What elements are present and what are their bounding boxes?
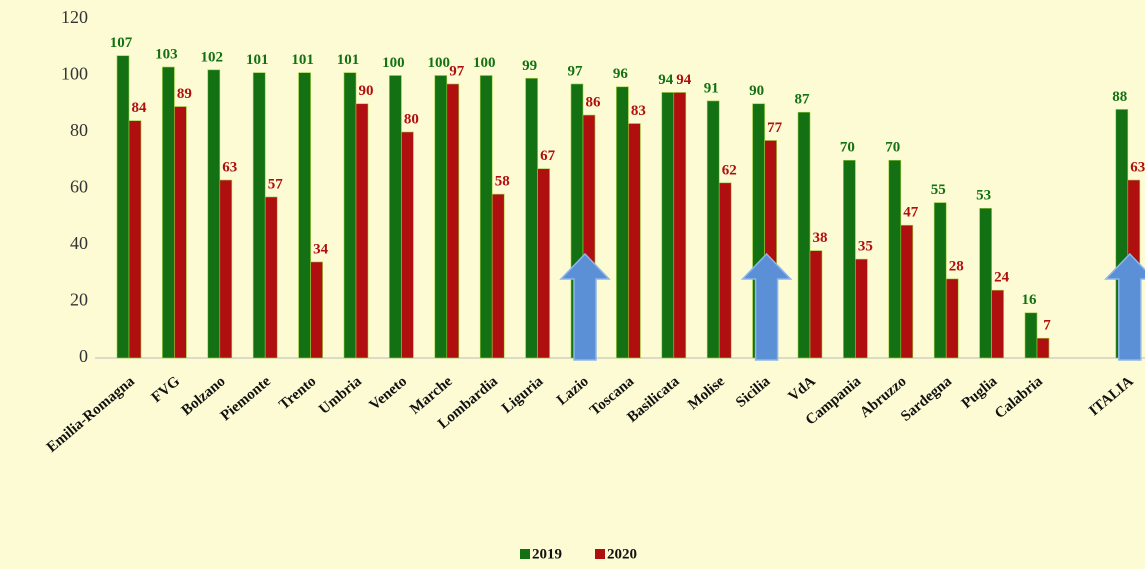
data-label: 35 [858,239,873,255]
y-tick-label: 0 [79,346,88,366]
bar [389,75,402,359]
data-label: 34 [313,241,329,257]
data-label: 89 [177,86,192,102]
data-label: 62 [722,162,737,178]
bar [401,131,414,359]
y-tick-label: 20 [70,290,88,310]
data-label: 94 [676,72,692,88]
bar [128,120,142,359]
data-label: 88 [1112,89,1127,105]
bar [207,69,221,359]
legend-label: 2020 [607,546,637,562]
bar [162,66,175,359]
data-label: 84 [132,100,148,116]
data-label: 67 [540,148,556,164]
data-label: 86 [586,94,602,110]
bar [718,182,732,359]
bar [479,75,493,359]
bar [1024,312,1038,359]
bar [843,159,856,359]
y-tick-label: 120 [61,7,88,27]
bar [343,72,357,359]
bar [491,193,505,359]
data-label: 99 [522,58,537,74]
data-label: 53 [976,188,991,204]
y-tick-label: 80 [70,120,88,140]
data-label: 24 [994,270,1010,286]
data-label: 63 [1130,159,1145,175]
data-label: 96 [613,66,629,82]
bar [219,179,233,359]
bar [888,159,902,359]
data-label: 28 [949,258,964,274]
bar [855,258,868,359]
y-tick-label: 60 [70,177,88,197]
y-tick-label: 100 [61,64,88,84]
data-label: 87 [795,92,811,108]
bar [174,106,187,359]
arrow [1104,252,1145,361]
bar [355,103,369,359]
bar [116,55,130,359]
bar [298,72,311,359]
bar [809,250,823,359]
legend-swatch [595,549,605,559]
bar [264,196,278,359]
data-label: 94 [658,72,674,88]
data-label: 90 [749,83,764,99]
data-label: 58 [495,174,510,190]
legend-swatch [520,549,530,559]
bar [434,75,448,359]
bar [900,224,914,359]
data-label: 91 [704,80,719,96]
data-label: 38 [813,230,828,246]
data-label: 101 [246,52,269,68]
bar [933,202,947,359]
data-label: 70 [840,140,855,156]
data-label: 55 [931,182,946,198]
data-label: 102 [201,49,224,65]
bar [991,289,1004,359]
bar [616,86,629,359]
data-label: 63 [222,159,237,175]
data-label: 100 [382,55,405,71]
data-label: 97 [568,63,584,79]
bar [945,278,959,359]
arrow [559,252,611,361]
data-label: 97 [449,63,465,79]
y-tick-label: 40 [70,233,88,253]
legend-label: 2019 [532,546,562,562]
data-label: 7 [1043,318,1051,334]
data-label: 16 [1022,292,1038,308]
bar [252,72,266,359]
data-label: 103 [155,46,178,62]
data-label: 57 [268,176,284,192]
data-label: 83 [631,103,646,119]
data-label: 70 [885,140,900,156]
data-label: 77 [767,120,783,136]
bar [673,92,687,359]
data-label: 100 [428,55,451,71]
data-label: 101 [337,52,360,68]
data-label: 47 [903,205,919,221]
data-label: 90 [359,83,374,99]
arrow [740,252,793,361]
bar [446,83,460,359]
bar [979,207,992,359]
bar [525,78,538,359]
data-label: 100 [473,55,496,71]
data-label: 107 [110,35,133,51]
bar [661,92,675,359]
bar [797,111,811,359]
bar [706,100,720,359]
data-label: 101 [291,52,314,68]
bar [628,123,641,359]
bar [310,261,323,359]
data-label: 80 [404,111,419,127]
bar [1036,337,1050,359]
bar [537,168,550,359]
